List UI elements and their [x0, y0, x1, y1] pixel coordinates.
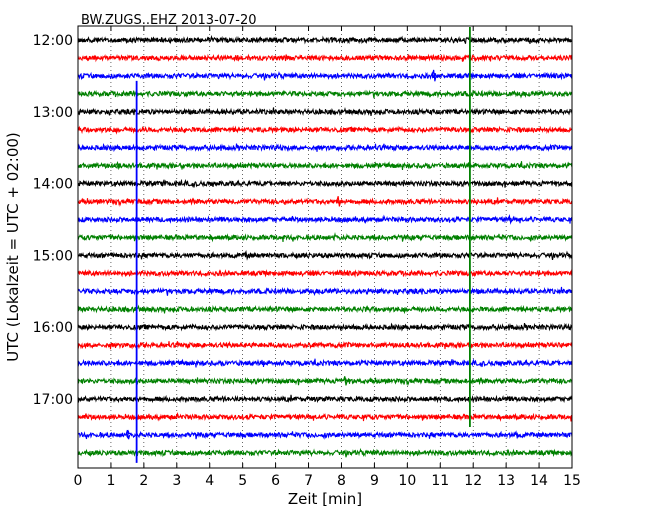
trace-1545 [77, 304, 573, 315]
event-marker-layer [135, 27, 471, 463]
trace-1400 [77, 178, 573, 188]
trace-1245 [77, 89, 573, 99]
trace-1430 [77, 214, 573, 225]
axis-ticks: 0 1 2 3 4 5 6 7 8 9 10 11 12 13 14 1512:0013:0014:0015:… [33, 26, 581, 489]
y-tick-label: 16:00 [33, 320, 73, 336]
trace-1630 [77, 358, 573, 368]
x-tick-label: 4 [205, 473, 214, 489]
x-tick-label: 3 [172, 473, 181, 489]
trace-1745 [77, 447, 573, 458]
trace-spike [115, 160, 121, 171]
x-tick-label: 10 [398, 473, 416, 489]
y-tick-label: 12:00 [33, 33, 73, 49]
trace-1515 [77, 269, 573, 278]
y-axis-label: UTC (Lokalzeit = UTC + 02:00) [4, 132, 22, 362]
x-tick-label: 9 [370, 473, 379, 489]
trace-1500 [77, 250, 573, 260]
trace-1600 [77, 322, 573, 332]
trace-spike [431, 69, 437, 82]
y-tick-label: 14:00 [33, 177, 73, 193]
x-tick-label: 7 [304, 473, 313, 489]
x-tick-label: 2 [139, 473, 148, 489]
grid-lines [110, 26, 540, 468]
x-tick-label: 11 [431, 473, 449, 489]
trace-1300 [77, 107, 573, 117]
trace-1345 [77, 161, 573, 171]
trace-spike [336, 196, 342, 207]
trace-1445 [77, 232, 573, 243]
x-tick-label: 12 [464, 473, 482, 489]
trace-1730 [77, 429, 573, 440]
x-tick-label: 5 [238, 473, 247, 489]
x-tick-label: 14 [530, 473, 548, 489]
trace-1215 [77, 53, 573, 63]
x-tick-label: 13 [497, 473, 515, 489]
x-axis-label: Zeit [min] [288, 490, 362, 508]
trace-1230 [77, 70, 573, 81]
trace-spike [507, 213, 513, 225]
trace-1715 [77, 412, 573, 422]
trace-spike [514, 430, 519, 440]
x-tick-label: 15 [563, 473, 581, 489]
plot-frame [77, 25, 573, 469]
trace-1315 [77, 125, 573, 135]
trace-spike [125, 429, 131, 440]
trace-1330 [77, 142, 573, 153]
trace-1415 [77, 197, 573, 207]
x-tick-label: 1 [106, 473, 115, 489]
trace-1645 [77, 376, 573, 387]
trace-spike [342, 376, 348, 386]
trace-1615 [77, 340, 573, 350]
trace-1200 [77, 34, 573, 45]
y-tick-label: 17:00 [33, 392, 73, 408]
trace-spike [243, 249, 249, 261]
x-tick-label: 6 [271, 473, 280, 489]
y-tick-label: 15:00 [33, 248, 73, 264]
x-tick-label: 8 [337, 473, 346, 489]
trace-1530 [77, 286, 573, 297]
chart-title: BW.ZUGS..EHZ 2013-07-20 [81, 13, 257, 28]
trace-layer [77, 34, 573, 458]
y-tick-label: 13:00 [33, 105, 73, 121]
x-tick-label: 0 [74, 473, 83, 489]
trace-1700 [77, 394, 573, 404]
